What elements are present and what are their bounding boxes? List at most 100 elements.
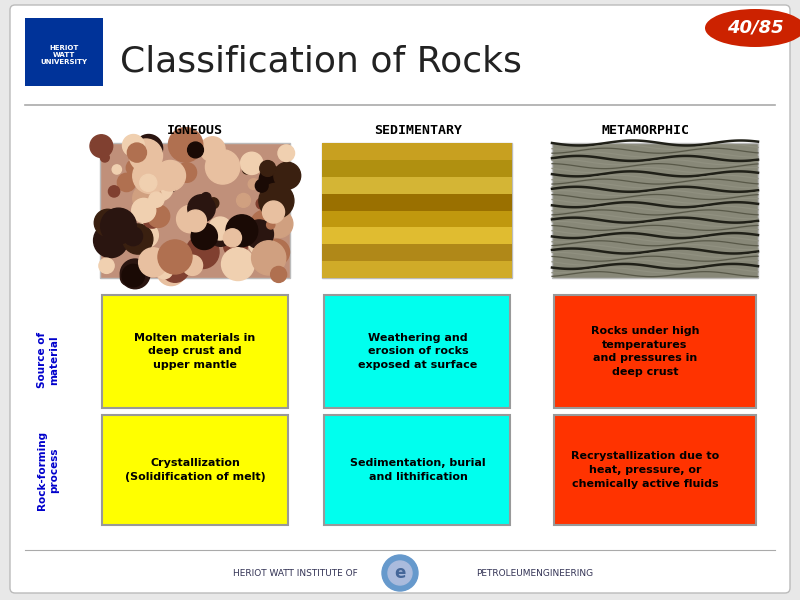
- Text: Source of
material: Source of material: [37, 332, 59, 388]
- Circle shape: [161, 254, 190, 282]
- Circle shape: [100, 153, 110, 162]
- Text: Recrystallization due to
heat, pressure, or
chemically active fluids: Recrystallization due to heat, pressure,…: [571, 451, 719, 488]
- Circle shape: [200, 137, 225, 162]
- Circle shape: [118, 173, 136, 191]
- Circle shape: [260, 161, 276, 176]
- Circle shape: [274, 162, 301, 189]
- Circle shape: [226, 215, 258, 247]
- FancyBboxPatch shape: [322, 177, 512, 194]
- Circle shape: [201, 193, 211, 202]
- Circle shape: [388, 561, 412, 585]
- Circle shape: [157, 257, 186, 286]
- Circle shape: [242, 166, 251, 174]
- FancyBboxPatch shape: [322, 261, 512, 278]
- Circle shape: [138, 248, 167, 277]
- Circle shape: [270, 266, 286, 283]
- FancyBboxPatch shape: [554, 295, 756, 408]
- Circle shape: [222, 248, 254, 281]
- Text: Rock-forming
process: Rock-forming process: [37, 430, 59, 509]
- Circle shape: [250, 210, 278, 238]
- Circle shape: [256, 199, 267, 209]
- Circle shape: [191, 223, 218, 250]
- Circle shape: [266, 210, 293, 238]
- Circle shape: [109, 186, 120, 197]
- Text: e: e: [394, 564, 406, 582]
- Text: PETROLEUMENGINEERING: PETROLEUMENGINEERING: [477, 569, 594, 577]
- Circle shape: [251, 241, 286, 275]
- Circle shape: [158, 240, 192, 274]
- Circle shape: [134, 134, 162, 163]
- Text: Sedimentation, burial
and lithification: Sedimentation, burial and lithification: [350, 458, 486, 482]
- Circle shape: [130, 139, 162, 172]
- Text: HERIOT
WATT
UNIVERSITY: HERIOT WATT UNIVERSITY: [41, 44, 87, 65]
- Circle shape: [245, 220, 274, 248]
- Circle shape: [206, 150, 240, 184]
- FancyBboxPatch shape: [322, 244, 512, 261]
- FancyBboxPatch shape: [100, 143, 290, 278]
- FancyBboxPatch shape: [324, 295, 510, 408]
- Circle shape: [264, 239, 290, 265]
- Circle shape: [188, 195, 215, 222]
- Circle shape: [186, 235, 219, 269]
- FancyBboxPatch shape: [554, 415, 756, 525]
- FancyBboxPatch shape: [322, 211, 512, 227]
- Circle shape: [120, 259, 150, 289]
- Circle shape: [133, 184, 162, 213]
- Circle shape: [134, 223, 158, 248]
- Circle shape: [155, 160, 186, 191]
- Circle shape: [262, 201, 285, 223]
- Circle shape: [156, 262, 173, 279]
- Text: Weathering and
erosion of rocks
exposed at surface: Weathering and erosion of rocks exposed …: [358, 333, 478, 370]
- Circle shape: [182, 255, 202, 275]
- FancyBboxPatch shape: [102, 295, 288, 408]
- Text: Classification of Rocks: Classification of Rocks: [120, 45, 522, 79]
- Circle shape: [156, 169, 179, 193]
- FancyBboxPatch shape: [25, 18, 103, 86]
- FancyBboxPatch shape: [322, 143, 512, 278]
- Circle shape: [241, 152, 263, 175]
- Circle shape: [143, 209, 162, 228]
- FancyBboxPatch shape: [322, 227, 512, 244]
- FancyBboxPatch shape: [102, 415, 288, 525]
- FancyBboxPatch shape: [322, 194, 512, 211]
- Circle shape: [127, 143, 146, 162]
- Circle shape: [122, 265, 145, 287]
- Circle shape: [177, 205, 204, 233]
- Text: SEDIMENTARY: SEDIMENTARY: [374, 124, 462, 136]
- Circle shape: [278, 145, 294, 161]
- FancyBboxPatch shape: [324, 415, 510, 525]
- Circle shape: [259, 167, 286, 193]
- Circle shape: [112, 165, 122, 174]
- Circle shape: [188, 142, 203, 158]
- Circle shape: [177, 163, 197, 182]
- Circle shape: [259, 183, 294, 218]
- Circle shape: [99, 258, 114, 274]
- Circle shape: [268, 254, 283, 269]
- Circle shape: [124, 227, 142, 245]
- Text: METAMORPHIC: METAMORPHIC: [601, 124, 689, 136]
- Circle shape: [272, 166, 294, 188]
- Circle shape: [223, 229, 242, 247]
- FancyBboxPatch shape: [322, 160, 512, 177]
- Circle shape: [149, 192, 164, 207]
- Circle shape: [255, 179, 268, 192]
- Text: 40/85: 40/85: [726, 19, 783, 37]
- Circle shape: [132, 199, 156, 223]
- Circle shape: [94, 223, 128, 257]
- Circle shape: [226, 244, 244, 261]
- Circle shape: [251, 255, 259, 263]
- Circle shape: [224, 234, 247, 257]
- Circle shape: [126, 160, 143, 176]
- Circle shape: [248, 179, 259, 190]
- Circle shape: [90, 135, 113, 157]
- Circle shape: [108, 217, 126, 236]
- Circle shape: [122, 134, 144, 157]
- Circle shape: [266, 221, 275, 229]
- Circle shape: [169, 128, 202, 162]
- Text: IGNEOUS: IGNEOUS: [167, 124, 223, 136]
- Circle shape: [208, 198, 219, 209]
- Ellipse shape: [705, 9, 800, 47]
- Circle shape: [185, 210, 206, 232]
- Circle shape: [382, 555, 418, 591]
- Circle shape: [249, 232, 272, 256]
